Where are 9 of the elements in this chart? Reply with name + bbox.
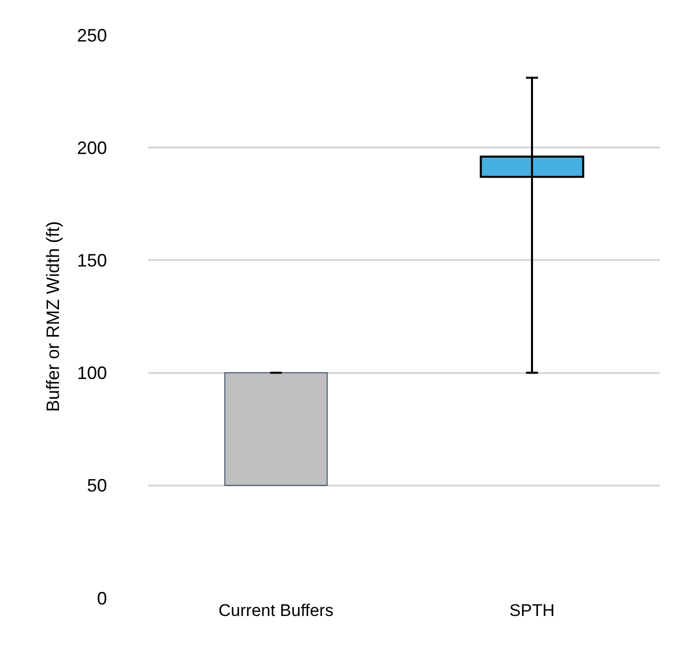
x-tick-label: Current Buffers	[218, 601, 334, 620]
y-tick-label: 100	[76, 363, 107, 384]
y-tick-label: 0	[96, 588, 107, 608]
y-tick-label: 50	[86, 476, 107, 496]
y-tick-label: 200	[76, 138, 107, 158]
y-axis-title: Buffer or RMZ Width (ft)	[43, 221, 64, 412]
y-tick-label: 250	[76, 25, 107, 46]
x-tick-label: SPTH	[509, 601, 555, 620]
y-tick-label: 150	[76, 250, 107, 270]
